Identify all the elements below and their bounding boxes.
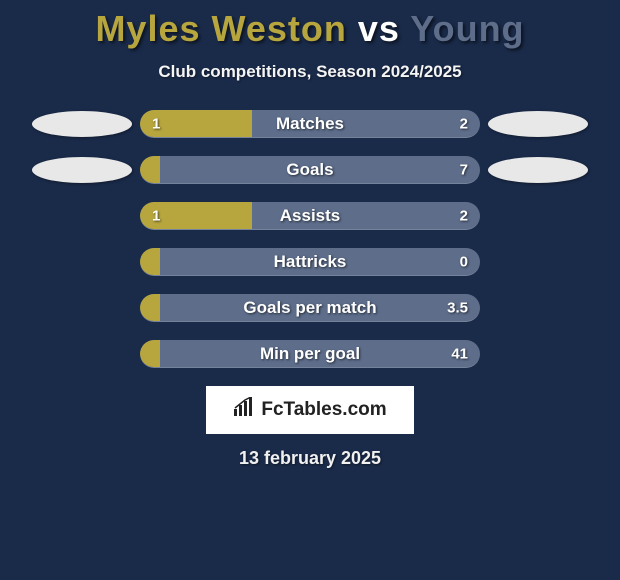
stat-bar: Hattricks 0 bbox=[140, 248, 480, 276]
stat-row: Hattricks 0 bbox=[0, 248, 620, 276]
stat-bar-fill bbox=[140, 156, 160, 183]
stat-bar: Goals per match 3.5 bbox=[140, 294, 480, 322]
player1-ellipse bbox=[32, 111, 132, 137]
stat-right-value: 2 bbox=[460, 115, 468, 132]
stat-left-value: 1 bbox=[152, 115, 160, 132]
stat-right-value: 3.5 bbox=[447, 299, 468, 316]
logo-text: FcTables.com bbox=[261, 399, 386, 421]
player2-ellipse bbox=[488, 157, 588, 183]
stat-right-value: 0 bbox=[460, 253, 468, 270]
stat-right-value: 7 bbox=[460, 161, 468, 178]
stat-bar-fill bbox=[140, 340, 160, 367]
subtitle: Club competitions, Season 2024/2025 bbox=[0, 62, 620, 82]
stat-left-value: 1 bbox=[152, 207, 160, 224]
stat-bar: 1 Matches 2 bbox=[140, 110, 480, 138]
player2-name: Young bbox=[410, 8, 524, 49]
fctables-icon bbox=[233, 397, 255, 423]
page-title: Myles Weston vs Young bbox=[0, 0, 620, 50]
player2-ellipse bbox=[488, 111, 588, 137]
stat-bar-fill bbox=[140, 294, 160, 321]
date: 13 february 2025 bbox=[0, 448, 620, 469]
stat-bar-fill bbox=[140, 248, 160, 275]
stat-bar: 1 Assists 2 bbox=[140, 202, 480, 230]
stat-row: Min per goal 41 bbox=[0, 340, 620, 368]
player1-name: Myles Weston bbox=[95, 8, 357, 49]
logo: FcTables.com bbox=[233, 397, 386, 423]
stat-right-value: 2 bbox=[460, 207, 468, 224]
stat-bar: Min per goal 41 bbox=[140, 340, 480, 368]
stat-row: Goals per match 3.5 bbox=[0, 294, 620, 322]
stat-label: Matches bbox=[276, 114, 344, 134]
stat-label: Min per goal bbox=[260, 344, 360, 364]
logo-box: FcTables.com bbox=[206, 386, 414, 434]
stat-label: Assists bbox=[280, 206, 340, 226]
vs-text: vs bbox=[358, 8, 410, 49]
stat-row: 1 Matches 2 bbox=[0, 110, 620, 138]
player1-ellipse bbox=[32, 157, 132, 183]
stat-row: 1 Assists 2 bbox=[0, 202, 620, 230]
stat-row: Goals 7 bbox=[0, 156, 620, 184]
stat-right-value: 41 bbox=[451, 345, 468, 362]
stat-label: Goals per match bbox=[243, 298, 376, 318]
stat-bar: Goals 7 bbox=[140, 156, 480, 184]
stat-label: Hattricks bbox=[274, 252, 347, 272]
stats-chart: 1 Matches 2 Goals 7 1 Assists 2 Hattricks 0 Goals … bbox=[0, 110, 620, 368]
stat-label: Goals bbox=[286, 160, 333, 180]
